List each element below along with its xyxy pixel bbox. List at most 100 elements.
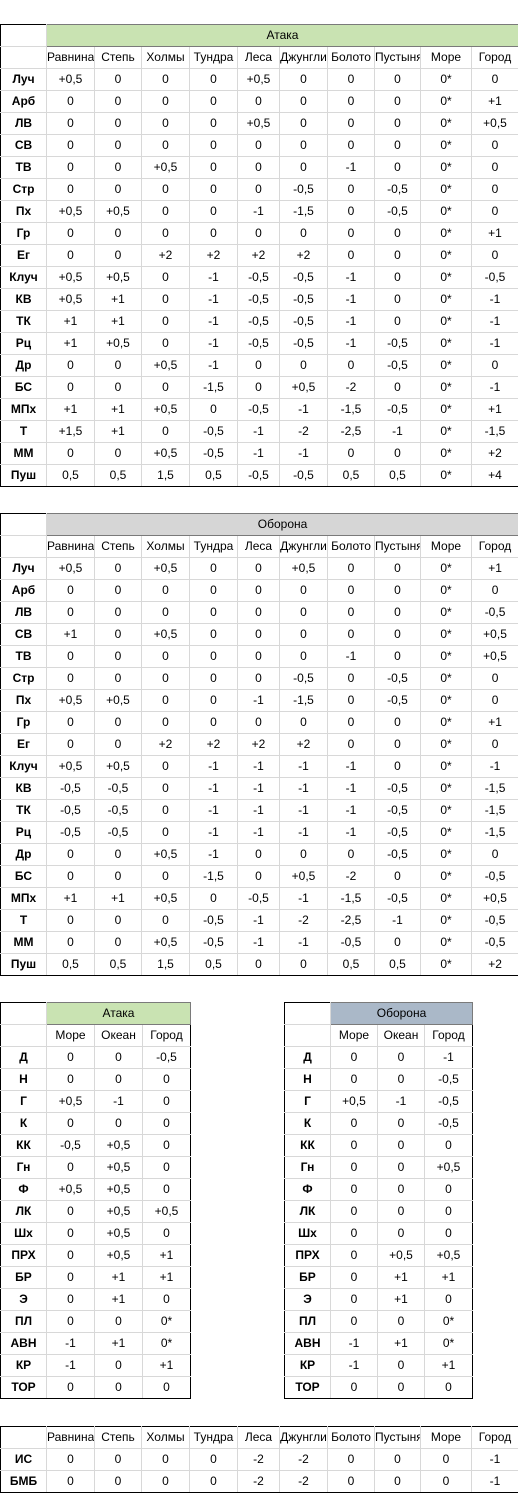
modifier-cell: 0 [472, 135, 518, 157]
modifier-cell: 0 [143, 1289, 191, 1311]
unit-label: Др [1, 355, 47, 377]
modifier-cell: 0 [142, 113, 190, 135]
modifier-cell: +1 [143, 1267, 191, 1289]
modifier-cell: +0,5 [95, 201, 142, 223]
modifier-cell: +1 [95, 1267, 143, 1289]
modifier-cell: -0,5 [375, 844, 421, 866]
unit-label: Т [1, 910, 47, 932]
modifier-cell: 0 [47, 223, 95, 245]
modifier-cell: 0* [421, 822, 472, 844]
modifier-cell: 0 [472, 179, 518, 201]
modifier-cell: 0 [328, 1471, 375, 1493]
modifier-cell: +1 [143, 1245, 191, 1267]
modifier-cell: +0,5 [142, 932, 190, 954]
modifier-cell: 0 [280, 646, 328, 668]
corner-cell [1, 47, 47, 69]
modifier-cell: 0 [143, 1069, 191, 1091]
modifier-cell: 0 [328, 602, 375, 624]
modifier-cell: 0 [95, 1449, 142, 1471]
modifier-cell: -1 [472, 1471, 518, 1493]
modifier-cell: -1 [472, 333, 518, 355]
modifier-cell: 0,5 [375, 954, 421, 976]
modifier-cell: -1 [280, 399, 328, 421]
modifier-cell: +1 [47, 311, 95, 333]
modifier-cell: 0 [328, 712, 375, 734]
modifier-cell: 0 [190, 91, 238, 113]
section-title: Атака [47, 1003, 191, 1025]
modifier-cell: 0 [328, 113, 375, 135]
modifier-cell: 0 [375, 443, 421, 465]
modifier-cell: -0,5 [375, 668, 421, 690]
unit-label: ЛВ [1, 113, 47, 135]
column-header: Тундра [190, 47, 238, 69]
modifier-cell: +0,5 [142, 157, 190, 179]
modifier-cell: 0 [378, 1157, 425, 1179]
modifier-cell: 0 [331, 1179, 378, 1201]
modifier-cell: 0 [378, 1311, 425, 1333]
modifier-cell: 0 [375, 1449, 421, 1471]
modifier-cell: -2,5 [328, 910, 375, 932]
modifier-cell: -1 [190, 778, 238, 800]
modifier-cell: +2 [238, 734, 280, 756]
modifier-cell: 0 [47, 602, 95, 624]
modifier-cell: -1 [190, 289, 238, 311]
modifier-cell: 0 [378, 1135, 425, 1157]
modifier-cell: 0 [280, 91, 328, 113]
modifier-cell: 0 [331, 1289, 378, 1311]
unit-label: Пх [1, 690, 47, 712]
modifier-cell: +0,5 [95, 756, 142, 778]
modifier-cell: 0 [472, 245, 518, 267]
modifier-cell: +1 [95, 399, 142, 421]
modifier-cell: 0 [375, 311, 421, 333]
unit-label: Клуч [1, 756, 47, 778]
modifier-cell: 0 [47, 646, 95, 668]
unit-label: Ф [285, 1179, 331, 1201]
modifier-cell: 0,5 [95, 954, 142, 976]
modifier-cell: -1 [47, 1355, 95, 1377]
column-header: Джунгли [280, 536, 328, 558]
modifier-cell: +0,5 [95, 267, 142, 289]
modifier-cell: 0 [142, 646, 190, 668]
modifier-cell: 0 [142, 267, 190, 289]
modifier-cell: +1 [472, 399, 518, 421]
modifier-cell: 0* [421, 844, 472, 866]
modifier-cell: -0,5 [47, 1135, 95, 1157]
modifier-cell: 0 [95, 135, 142, 157]
modifier-cell: 0 [190, 624, 238, 646]
column-header: Холмы [142, 536, 190, 558]
modifier-cell: -1 [280, 756, 328, 778]
unit-label: Шх [285, 1223, 331, 1245]
modifier-cell: +1 [378, 1267, 425, 1289]
modifier-cell: 0 [143, 1113, 191, 1135]
modifier-cell: +0,5 [95, 1245, 143, 1267]
modifier-cell: -2 [280, 910, 328, 932]
modifier-cell: 0* [425, 1311, 473, 1333]
modifier-cell: 0 [190, 712, 238, 734]
modifier-cell: 0 [378, 1377, 425, 1399]
corner-cell [1, 25, 47, 47]
modifier-cell: 0 [238, 179, 280, 201]
modifier-cell: 0 [190, 179, 238, 201]
modifier-cell: -0,5 [472, 910, 518, 932]
modifier-cell: 0 [95, 1471, 142, 1493]
modifier-cell: 0 [375, 157, 421, 179]
modifier-cell: 0 [238, 558, 280, 580]
modifier-cell: 0 [95, 157, 142, 179]
modifier-cell: 0 [238, 91, 280, 113]
unit-label: ТВ [1, 157, 47, 179]
column-header: Океан [378, 1025, 425, 1047]
modifier-cell: 0* [421, 91, 472, 113]
modifier-cell: +2 [190, 734, 238, 756]
modifier-cell: +1 [378, 1333, 425, 1355]
modifier-cell: 0 [378, 1179, 425, 1201]
